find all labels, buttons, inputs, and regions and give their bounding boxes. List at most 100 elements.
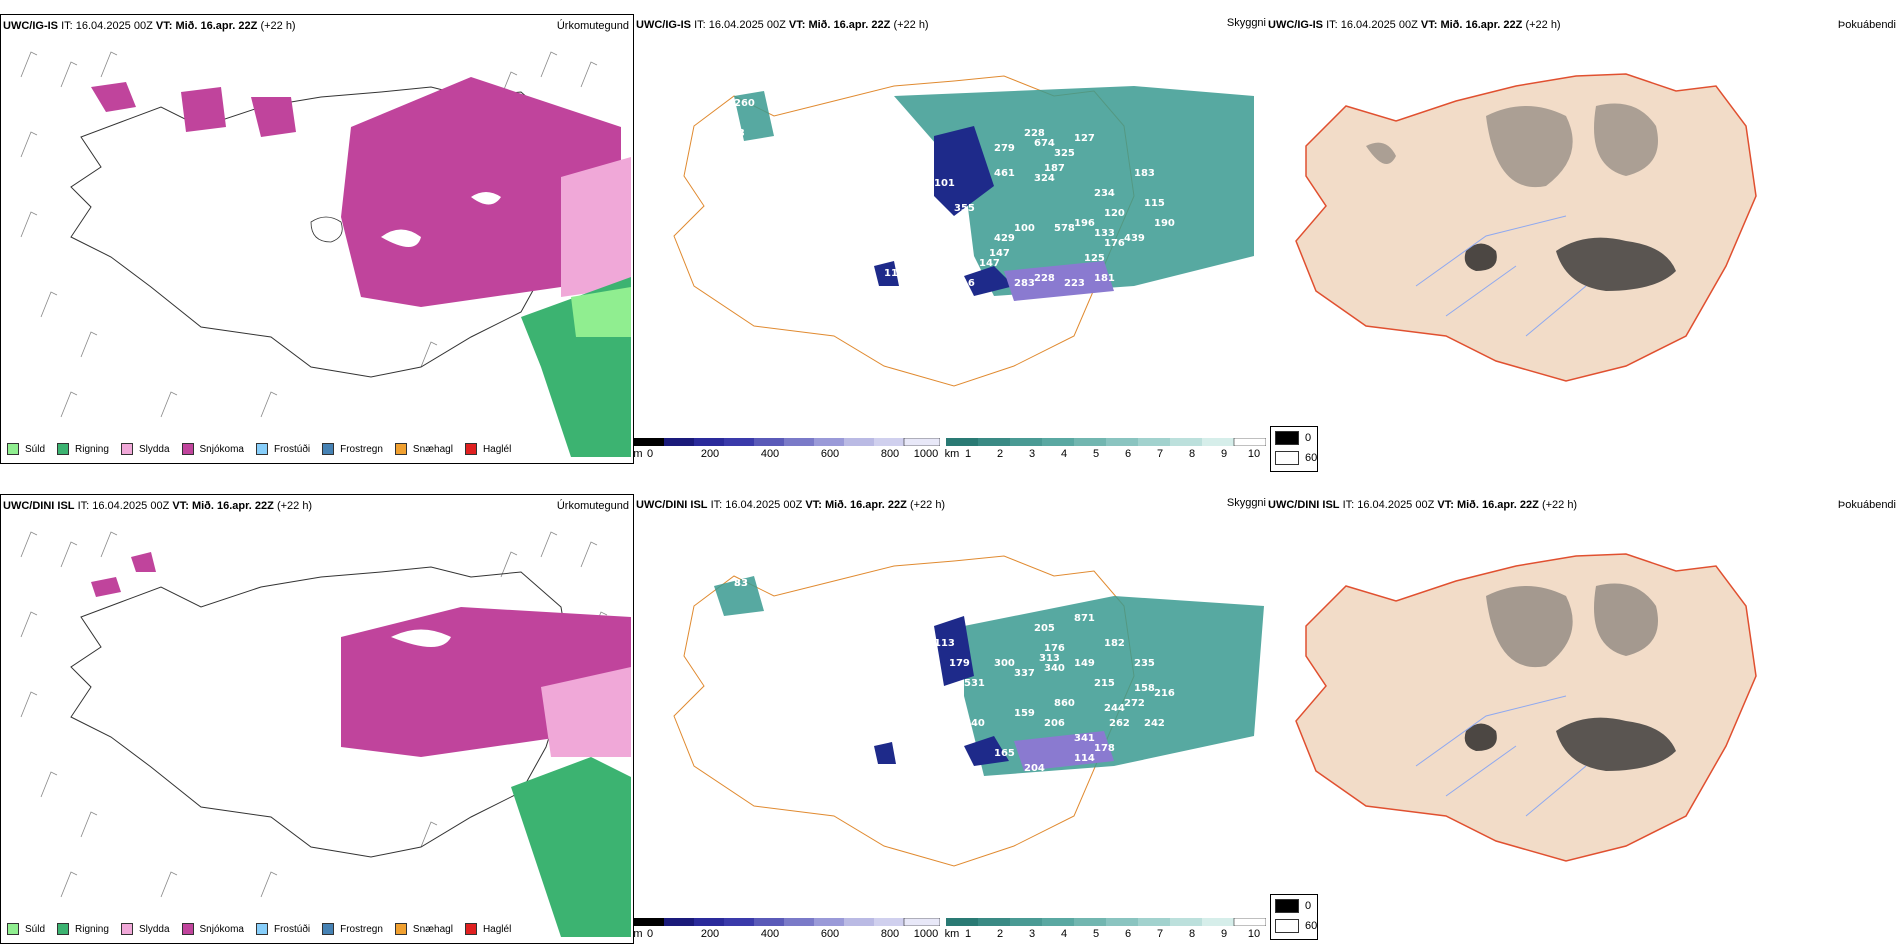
rivers xyxy=(1415,695,1587,817)
fog-title: Þokuábendi xyxy=(1837,499,1896,511)
cloud-purple-area xyxy=(1004,261,1114,301)
legend-swatch xyxy=(181,443,194,455)
cloud-base-value: 674 xyxy=(1034,138,1055,149)
legend-swatch xyxy=(464,923,477,935)
fog-legend-item: 60 xyxy=(1275,919,1317,933)
tick-label: 0 xyxy=(646,448,654,460)
cloud-base-value: 176 xyxy=(1104,238,1125,249)
legend-item: Snæhagl xyxy=(394,443,453,455)
cloud-panel-row2: UWC/DINI ISL IT: 16.04.2025 00Z VT: Mið.… xyxy=(633,494,1268,944)
panel-title: UWC/DINI ISL IT: 16.04.2025 00Z VT: Mið.… xyxy=(1268,499,1578,511)
cloud-base-value: 300 xyxy=(994,658,1015,669)
tick-label: 400 xyxy=(760,448,780,460)
tick-label: 1 xyxy=(964,448,972,460)
fog-legend: 0 60 xyxy=(1270,894,1318,940)
fog-panel-row1: UWC/IG-IS IT: 16.04.2025 00Z VT: Mið. 16… xyxy=(1266,14,1900,472)
sleet-area xyxy=(561,157,631,297)
precip-panel-row2: UWC/DINI ISL IT: 16.04.2025 00Z VT: Mið.… xyxy=(0,494,634,944)
panel-title: UWC/IG-IS IT: 16.04.2025 00Z VT: Mið. 16… xyxy=(3,20,296,32)
cloud-base-value: 429 xyxy=(994,233,1015,244)
legend-swatch xyxy=(57,443,70,455)
tick-label: 5 xyxy=(1092,928,1100,940)
cloud-base-value: 179 xyxy=(949,658,970,669)
legend-swatch xyxy=(57,923,70,935)
unit-label: m xyxy=(633,448,643,460)
cloud-base-value: 181 xyxy=(1094,273,1115,284)
cloud-base-value: 83 xyxy=(734,578,748,589)
tick-label: 9 xyxy=(1220,928,1228,940)
legend-swatch xyxy=(322,923,335,935)
cloud-base-value: 116 xyxy=(954,278,975,289)
cloud-base-value: 283 xyxy=(1014,278,1035,289)
precip-type-title: Úrkomutegund xyxy=(556,20,629,32)
precip-legend: Súld Rigning Slydda Snjókoma Frostúði Fr… xyxy=(7,923,523,935)
cloud-base-value: 158 xyxy=(1134,683,1155,694)
cloud-base-value: 147 xyxy=(979,258,1000,269)
fog-map xyxy=(1295,73,1757,382)
tick-label: 7 xyxy=(1156,928,1164,940)
wind-barbs xyxy=(20,531,618,898)
tick-label: 800 xyxy=(880,928,900,940)
fog-dark-area xyxy=(1556,717,1676,771)
cloud-base-value: 113 xyxy=(934,638,955,649)
legend-item: Súld xyxy=(7,443,45,455)
legend-item: Haglél xyxy=(464,443,511,455)
cloud-base-value: 110 xyxy=(884,268,905,279)
cloud-base-ramp xyxy=(634,918,940,926)
cloud-base-value: 223 xyxy=(1064,278,1085,289)
sleet-area xyxy=(541,667,631,757)
tick-label: 0 xyxy=(646,928,654,940)
cloud-navy-area xyxy=(874,126,1014,296)
tick-label: 6 xyxy=(1124,448,1132,460)
cloud-base-value: 187 xyxy=(1044,163,1065,174)
cloud-base-value: 115 xyxy=(1144,198,1165,209)
cloud-base-value: 340 xyxy=(1044,663,1065,674)
tick-label: 9 xyxy=(1220,448,1228,460)
cloud-base-value: 325 xyxy=(1054,148,1075,159)
cloud-km-ramp xyxy=(946,918,1266,926)
legend-swatch xyxy=(7,923,19,935)
cloud-base-value: 101 xyxy=(934,178,955,189)
tick-label: 7 xyxy=(1156,448,1164,460)
cloud-base-value: 260 xyxy=(734,98,755,109)
snow-holes xyxy=(381,192,501,247)
fog-legend-item: 0 xyxy=(1275,899,1311,913)
tick-label: 8 xyxy=(1188,448,1196,460)
cloud-base-value: 116 xyxy=(924,753,945,764)
tick-label: 3 xyxy=(1028,448,1036,460)
cloud-base-value: 204 xyxy=(1024,763,1045,774)
unit-label: km xyxy=(944,928,960,940)
cloud-base-value: 100 xyxy=(1014,223,1035,234)
cloud-base-value: 267 xyxy=(1044,798,1065,809)
fog-title: Þokuábendi xyxy=(1837,19,1896,31)
cloud-base-value: 341 xyxy=(1074,733,1095,744)
cloud-base-value: 206 xyxy=(1044,718,1065,729)
cloud-base-value: 33 xyxy=(734,578,748,589)
iceland-land xyxy=(1295,73,1757,382)
cloud-base-value: 263 xyxy=(724,128,745,139)
tick-label: 1000 xyxy=(913,928,939,940)
cloud-base-value: 324 xyxy=(1034,173,1055,184)
rain-area xyxy=(511,757,631,937)
cloud-base-value: 531 xyxy=(964,678,985,689)
cloud-base-value: 580 xyxy=(894,748,915,759)
tick-label: 1000 xyxy=(913,448,939,460)
rivers xyxy=(1415,215,1587,337)
tick-label: 8 xyxy=(1188,928,1196,940)
legend-swatch xyxy=(120,923,133,935)
cloud-base-ramp xyxy=(634,438,940,446)
precip-type-title: Úrkomutegund xyxy=(556,500,629,512)
tick-label: 800 xyxy=(880,448,900,460)
panel-title: UWC/IG-IS IT: 16.04.2025 00Z VT: Mið. 16… xyxy=(1268,19,1561,31)
precip-map xyxy=(20,531,631,937)
unit-label: m xyxy=(633,928,643,940)
fog-legend: 0 60 xyxy=(1270,426,1318,472)
snow-holes xyxy=(391,629,451,647)
tick-label: 5 xyxy=(1092,448,1100,460)
cloud-base-colorbar: m 0 200 400 600 800 1000 xyxy=(633,438,940,462)
cloud-base-value: 262 xyxy=(1109,718,1130,729)
drizzle-area xyxy=(571,287,631,337)
cloud-base-value: 120 xyxy=(1104,208,1125,219)
cloud-base-value: 56 xyxy=(914,628,928,639)
